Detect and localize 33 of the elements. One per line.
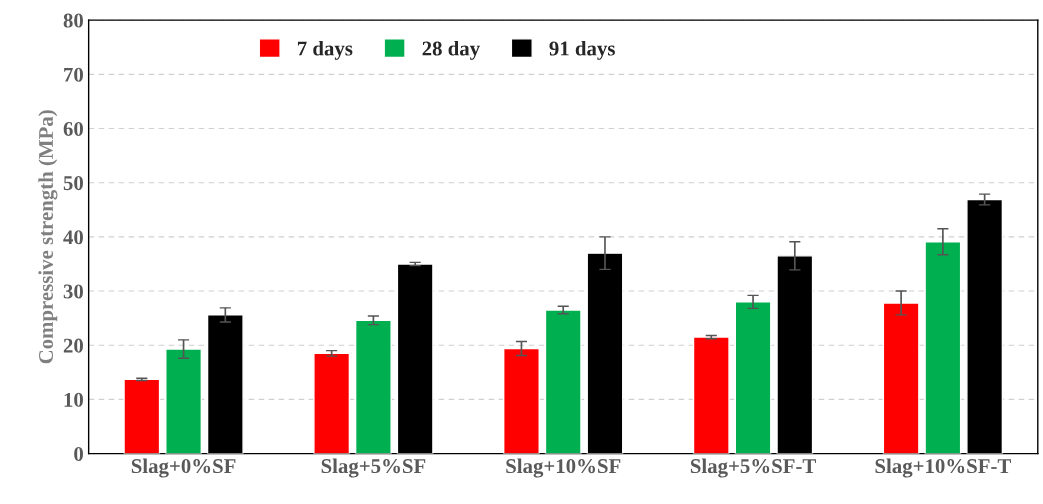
bar [924,241,962,454]
x-tick-label: Slag+0%SF [131,458,236,478]
bar [165,348,203,454]
bar [734,301,772,454]
bar [354,319,392,454]
bar [503,347,540,454]
y-tick-label: 20 [63,338,83,353]
bar [882,302,920,454]
y-tick-label: 50 [63,176,83,191]
bar [776,255,814,454]
legend-label: 28 day [422,40,480,60]
y-tick-label: 80 [63,13,83,28]
x-tick-label: Slag+10%SF [506,458,621,478]
y-tick-label: 10 [64,392,83,407]
y-tick-label: 40 [63,230,83,245]
bar [966,198,1004,454]
x-tick-label: Slag+10%SF-T [875,458,1011,478]
bar [206,314,244,454]
bar [396,263,434,454]
bar [586,252,624,454]
y-tick-label: 60 [63,121,83,136]
bar [313,352,351,454]
bar [692,336,730,454]
y-tick-label: 0 [74,446,83,462]
bar [123,378,161,454]
y-axis-title: Compressive strength (MPa) [38,110,58,364]
legend-label: 91 days [549,40,615,60]
x-tick-label: Slag+5%SF-T [690,458,816,478]
bar [544,309,582,454]
legend-label: 7 days [297,40,353,60]
y-tick-label: 30 [63,284,83,299]
y-tick-label: 70 [64,67,83,82]
x-tick-label: Slag+5%SF [321,458,426,478]
